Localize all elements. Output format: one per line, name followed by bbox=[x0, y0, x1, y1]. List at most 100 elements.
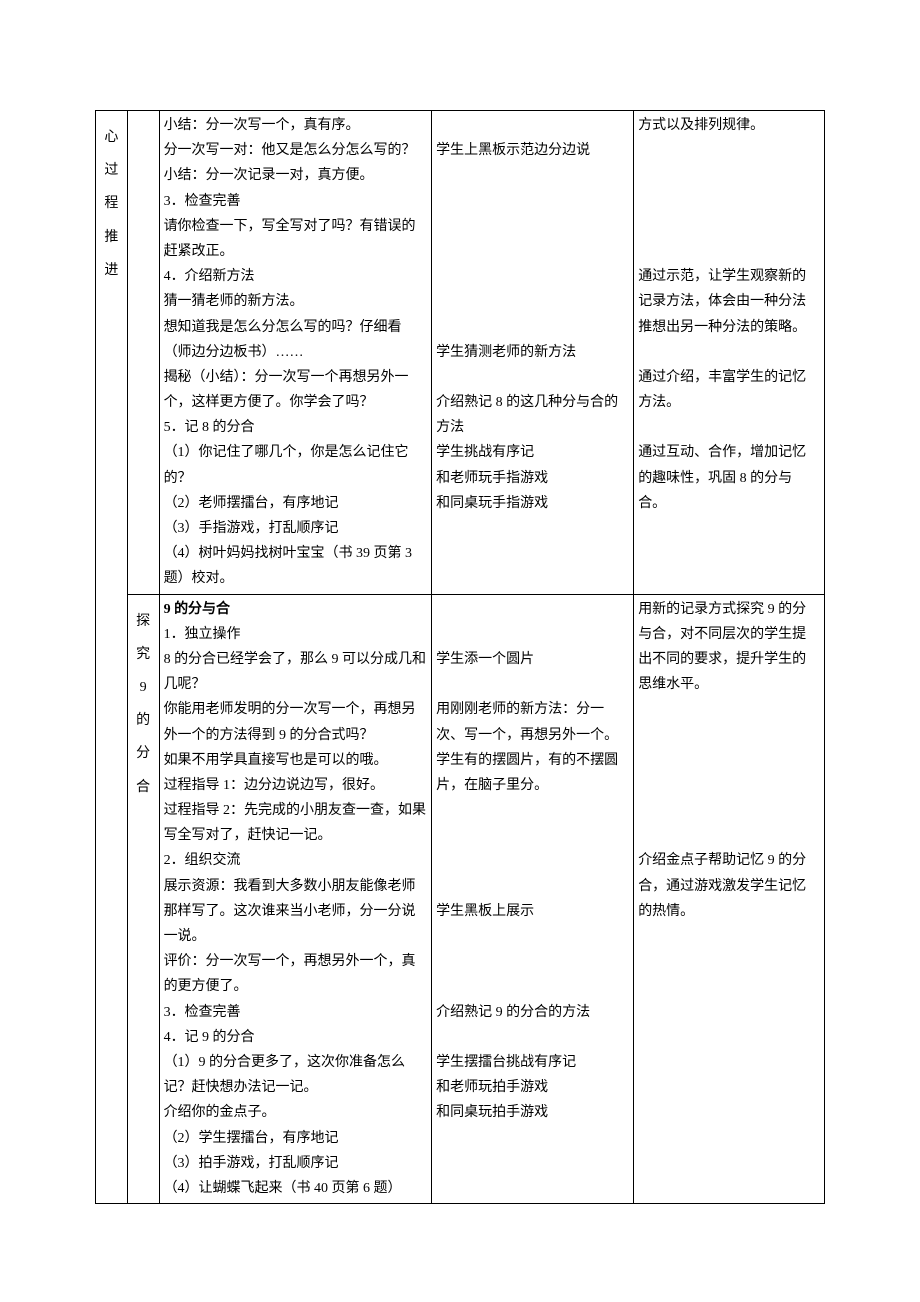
student-activity-cell: 学生上黑板示范边分边说 学生猜测老师的新方法 介绍熟记 8 的这几种分与合的方法… bbox=[432, 111, 634, 595]
blank-line bbox=[638, 214, 820, 239]
blank-line bbox=[436, 622, 629, 647]
blank-line bbox=[638, 748, 820, 773]
blank-line bbox=[436, 848, 629, 873]
blank-line bbox=[638, 189, 820, 214]
teacher-activity-cell: 9 的分与合1．独立操作8 的分合已经学会了，那么 9 可以分成几和几呢？你能用… bbox=[159, 594, 432, 1204]
stage-char: 进 bbox=[98, 258, 125, 283]
paragraph: 学生挑战有序记 bbox=[436, 440, 629, 465]
paragraph: 用刚刚老师的新方法：分一次、写一个，再想另外一个。 bbox=[436, 697, 629, 747]
blank-line bbox=[436, 1025, 629, 1050]
paragraph: 学生猜测老师的新方法 bbox=[436, 340, 629, 365]
blank-line bbox=[436, 823, 629, 848]
blank-line bbox=[436, 974, 629, 999]
blank-line bbox=[436, 239, 629, 264]
paragraph: （3）手指游戏，打乱顺序记 bbox=[164, 516, 428, 541]
blank-line bbox=[638, 773, 820, 798]
paragraph: 方式以及排列规律。 bbox=[638, 113, 820, 138]
paragraph: （2）学生摆擂台，有序地记 bbox=[164, 1126, 428, 1151]
paragraph: 4．介绍新方法 bbox=[164, 264, 428, 289]
table-row: 心 过 程 推 进 小结：分一次写一个，真有序。分一次写一对：他又是怎么分怎么写… bbox=[96, 111, 825, 595]
blank-line bbox=[638, 138, 820, 163]
sub-char: 究 bbox=[130, 642, 157, 667]
paragraph: 1．独立操作 bbox=[164, 622, 428, 647]
blank-line bbox=[638, 415, 820, 440]
blank-line bbox=[638, 723, 820, 748]
paragraph: 分一次写一对：他又是怎么分怎么写的？ bbox=[164, 138, 428, 163]
paragraph: 和老师玩拍手游戏 bbox=[436, 1075, 629, 1100]
paragraph: （4）让蝴蝶飞起来（书 40 页第 6 题） bbox=[164, 1176, 428, 1201]
blank-line bbox=[638, 340, 820, 365]
sub-char: 合 bbox=[130, 775, 157, 800]
paragraph: 3．检查完善 bbox=[164, 189, 428, 214]
blank-line bbox=[436, 874, 629, 899]
paragraph: 评价：分一次写一个，再想另外一个，真的更方便了。 bbox=[164, 949, 428, 999]
paragraph: 用新的记录方式探究 9 的分与合，对不同层次的学生提出不同的要求，提升学生的思维… bbox=[638, 597, 820, 698]
blank-line bbox=[436, 264, 629, 289]
sub-char: 的 bbox=[130, 708, 157, 733]
paragraph: 请你检查一下，写全写对了吗？有错误的赶紧改正。 bbox=[164, 214, 428, 264]
paragraph: 介绍你的金点子。 bbox=[164, 1100, 428, 1125]
paragraph: 学生添一个圆片 bbox=[436, 647, 629, 672]
stage-label-cell: 心 过 程 推 进 bbox=[96, 111, 128, 1204]
paragraph: 你能用老师发明的分一次写一个，再想另外一个的方法得到 9 的分合式吗？ bbox=[164, 697, 428, 747]
blank-line bbox=[436, 214, 629, 239]
paragraph: 5．记 8 的分合 bbox=[164, 415, 428, 440]
blank-line bbox=[436, 315, 629, 340]
sub-label-cell: 探 究 9 的 分 合 bbox=[127, 594, 159, 1204]
lesson-plan-table: 心 过 程 推 进 小结：分一次写一个，真有序。分一次写一对：他又是怎么分怎么写… bbox=[95, 110, 825, 1204]
blank-line bbox=[436, 289, 629, 314]
paragraph: 过程指导 2：先完成的小朋友查一查，如果写全写对了，赶快记一记。 bbox=[164, 798, 428, 848]
paragraph: 和同桌玩手指游戏 bbox=[436, 491, 629, 516]
paragraph: 2．组织交流 bbox=[164, 848, 428, 873]
paragraph: 通过示范，让学生观察新的记录方法，体会由一种分法推想出另一种分法的策略。 bbox=[638, 264, 820, 340]
paragraph: 9 的分与合 bbox=[164, 597, 428, 622]
paragraph: （2）老师摆擂台，有序地记 bbox=[164, 491, 428, 516]
table-row: 探 究 9 的 分 合 9 的分与合1．独立操作8 的分合已经学会了，那么 9 … bbox=[96, 594, 825, 1204]
paragraph: 4．记 9 的分合 bbox=[164, 1025, 428, 1050]
sub-char: 分 bbox=[130, 741, 157, 766]
paragraph: 过程指导 1：边分边说边写，很好。 bbox=[164, 773, 428, 798]
paragraph: 展示资源：我看到大多数小朋友能像老师那样写了。这次谁来当小老师，分一分说一说。 bbox=[164, 874, 428, 950]
blank-line bbox=[436, 113, 629, 138]
blank-line bbox=[436, 672, 629, 697]
blank-line bbox=[638, 697, 820, 722]
stage-char: 程 bbox=[98, 191, 125, 216]
paragraph: 3．检查完善 bbox=[164, 1000, 428, 1025]
design-intent-cell: 方式以及排列规律。 通过示范，让学生观察新的记录方法，体会由一种分法推想出另一种… bbox=[634, 111, 825, 595]
paragraph: 学生上黑板示范边分边说 bbox=[436, 138, 629, 163]
blank-line bbox=[436, 924, 629, 949]
paragraph: 学生黑板上展示 bbox=[436, 899, 629, 924]
paragraph: 通过介绍，丰富学生的记忆方法。 bbox=[638, 365, 820, 415]
blank-line bbox=[436, 189, 629, 214]
blank-line bbox=[436, 798, 629, 823]
paragraph: 介绍熟记 8 的这几种分与合的方法 bbox=[436, 390, 629, 440]
paragraph: 学生有的摆圆片，有的不摆圆片，在脑子里分。 bbox=[436, 748, 629, 798]
stage-char: 推 bbox=[98, 225, 125, 250]
paragraph: 如果不用学具直接写也是可以的哦。 bbox=[164, 748, 428, 773]
paragraph: 揭秘（小结）：分一次写一个再想另外一个，这样更方便了。你学会了吗？ bbox=[164, 365, 428, 415]
paragraph: 介绍熟记 9 的分合的方法 bbox=[436, 1000, 629, 1025]
sub-char: 9 bbox=[130, 675, 157, 700]
sub-char: 探 bbox=[130, 609, 157, 634]
sub-label-cell bbox=[127, 111, 159, 595]
paragraph: （4）树叶妈妈找树叶宝宝（书 39 页第 3 题）校对。 bbox=[164, 541, 428, 591]
stage-char: 心 bbox=[98, 125, 125, 150]
blank-line bbox=[638, 798, 820, 823]
blank-line bbox=[436, 597, 629, 622]
stage-char: 过 bbox=[98, 158, 125, 183]
paragraph: （3）拍手游戏，打乱顺序记 bbox=[164, 1151, 428, 1176]
blank-line bbox=[436, 163, 629, 188]
paragraph: 小结：分一次记录一对，真方便。 bbox=[164, 163, 428, 188]
paragraph: （1）9 的分合更多了，这次你准备怎么记？赶快想办法记一记。 bbox=[164, 1050, 428, 1100]
paragraph: 和老师玩手指游戏 bbox=[436, 466, 629, 491]
paragraph: 和同桌玩拍手游戏 bbox=[436, 1100, 629, 1125]
blank-line bbox=[638, 163, 820, 188]
blank-line bbox=[638, 239, 820, 264]
paragraph: 学生摆擂台挑战有序记 bbox=[436, 1050, 629, 1075]
paragraph: 8 的分合已经学会了，那么 9 可以分成几和几呢？ bbox=[164, 647, 428, 697]
paragraph: 想知道我是怎么分怎么写的吗？仔细看（师边分边板书）…… bbox=[164, 315, 428, 365]
paragraph: 介绍金点子帮助记忆 9 的分合，通过游戏激发学生记忆的热情。 bbox=[638, 848, 820, 924]
teacher-activity-cell: 小结：分一次写一个，真有序。分一次写一对：他又是怎么分怎么写的？小结：分一次记录… bbox=[159, 111, 432, 595]
paragraph: 猜一猜老师的新方法。 bbox=[164, 289, 428, 314]
blank-line bbox=[436, 365, 629, 390]
